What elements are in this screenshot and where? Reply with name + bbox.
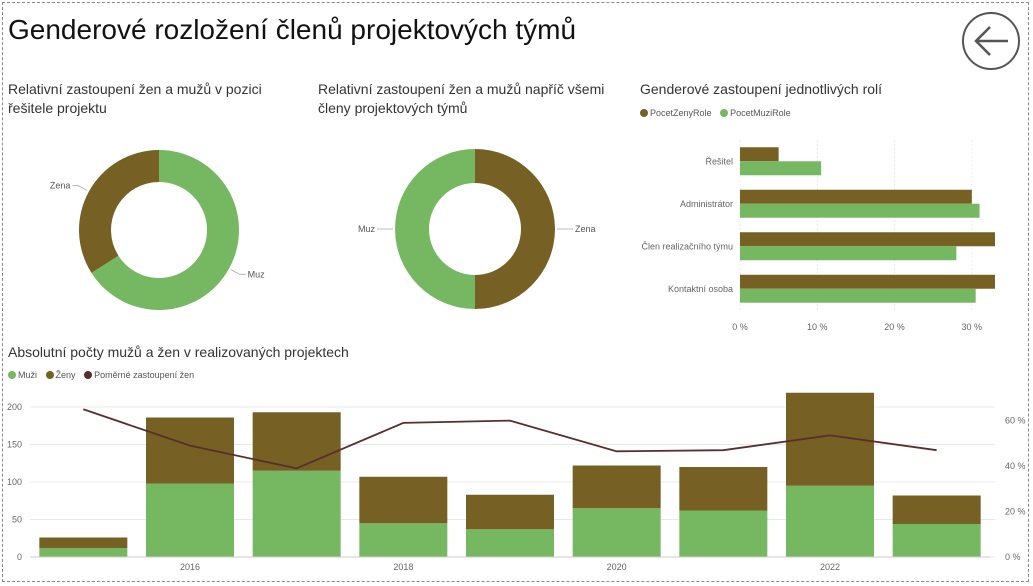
roles-x-tick: 0 % xyxy=(732,322,748,332)
donut1-title: Relativní zastoupení žen a mužů v pozici… xyxy=(8,81,262,116)
yearly-y-tick: 100 xyxy=(7,477,22,487)
roles-bar-muzi xyxy=(740,161,822,176)
yearly-right-tick: 60 % xyxy=(1005,416,1026,426)
yearly-right-tick: 40 % xyxy=(1005,461,1026,471)
legend-label: PocetMuziRole xyxy=(730,108,791,118)
yearly-x-tick: 2018 xyxy=(393,562,413,572)
yearly-bar-muzi xyxy=(146,483,234,557)
donut-label: Zena xyxy=(575,224,596,234)
legend-item: PocetZenyRole xyxy=(640,108,712,118)
yearly-bar-zeny xyxy=(679,467,768,511)
yearly-bar-muzi xyxy=(572,508,661,557)
yearly-bar-zeny xyxy=(252,412,341,471)
roles-bar-zeny xyxy=(740,189,972,204)
donut-label: Muz xyxy=(248,269,266,279)
back-button[interactable] xyxy=(962,12,1020,70)
back-arrow-icon xyxy=(974,26,1008,56)
roles-category-label: Člen realizačního týmu xyxy=(641,241,733,251)
roles-bar-zeny xyxy=(740,147,779,162)
legend-item: Muži xyxy=(8,370,37,380)
yearly-bar-zeny xyxy=(466,494,554,530)
yearly-right-tick: 0 % xyxy=(1005,552,1021,562)
roles-bar-zeny xyxy=(740,274,995,289)
yearly-x-tick: 2022 xyxy=(820,562,840,572)
yearly-bar-muzi xyxy=(892,524,981,557)
donut-slice-muz xyxy=(395,149,475,309)
roles-bar-muzi xyxy=(740,203,980,218)
legend-swatch xyxy=(8,371,16,379)
yearly-legend: Muži Ženy Poměrné zastoupení žen xyxy=(8,370,200,380)
roles-bar-zeny xyxy=(740,232,995,247)
legend-item: Poměrné zastoupení žen xyxy=(84,370,194,380)
page-title: Genderové rozložení členů projektových t… xyxy=(8,14,577,45)
roles-x-tick: 30 % xyxy=(962,322,983,332)
legend-label: Ženy xyxy=(55,370,76,380)
legend-label: Muži xyxy=(18,370,38,380)
yearly-bar-muzi xyxy=(679,510,768,557)
donut-label: Zena xyxy=(50,181,71,191)
yearly-bar-zeny xyxy=(572,465,661,509)
yearly-bar-muzi xyxy=(252,470,341,557)
yearly-bar-zeny xyxy=(359,476,448,524)
roles-x-tick: 20 % xyxy=(884,322,905,332)
yearly-bar-muzi xyxy=(359,523,448,557)
yearly-y-tick: 0 xyxy=(17,552,22,562)
roles-bar-muzi xyxy=(740,288,976,303)
yearly-y-tick: 50 xyxy=(12,515,22,525)
donut-leader-line xyxy=(230,269,246,275)
donut-slice-zena xyxy=(78,150,159,273)
roles-category-label: Kontaktní osoba xyxy=(668,284,733,294)
roles-legend: PocetZenyRole PocetMuziRole xyxy=(640,108,797,118)
legend-swatch xyxy=(720,109,729,117)
legend-swatch xyxy=(640,109,648,117)
donut-slice-muz xyxy=(91,150,239,310)
yearly-bar-zeny xyxy=(892,495,981,524)
legend-swatch xyxy=(84,371,93,379)
yearly-right-tick: 20 % xyxy=(1005,507,1026,517)
roles-bar-muzi xyxy=(740,246,957,261)
legend-label: PocetZenyRole xyxy=(650,108,712,118)
yearly-ratio-line xyxy=(83,408,937,470)
roles-category-label: Řešitel xyxy=(705,156,733,166)
yearly-y-tick: 200 xyxy=(7,402,22,412)
donut-label: Muz xyxy=(358,224,376,234)
yearly-bar-muzi xyxy=(786,485,874,557)
legend-item: PocetMuziRole xyxy=(720,108,791,118)
legend-label: Poměrné zastoupení žen xyxy=(94,370,195,380)
roles-category-label: Administrátor xyxy=(680,199,733,209)
roles-x-tick: 10 % xyxy=(807,322,828,332)
yearly-y-tick: 150 xyxy=(7,440,22,450)
yearly-title: Absolutní počty mužů a žen v realizovaný… xyxy=(8,344,349,360)
yearly-bar-zeny xyxy=(146,417,234,484)
legend-item: Ženy xyxy=(45,370,76,380)
yearly-x-tick: 2020 xyxy=(607,562,627,572)
yearly-bar-zeny xyxy=(39,537,128,548)
donut-leader-line xyxy=(72,185,88,191)
yearly-bar-muzi xyxy=(466,529,554,557)
donut2-title: Relativní zastoupení žen a mužů napříč v… xyxy=(318,81,605,116)
roles-title: Genderové zastoupení jednotlivých rolí xyxy=(640,81,883,97)
yearly-x-tick: 2016 xyxy=(180,562,200,572)
donut-slice-zena xyxy=(475,149,555,309)
yearly-bar-muzi xyxy=(39,548,128,557)
legend-swatch xyxy=(45,371,54,379)
